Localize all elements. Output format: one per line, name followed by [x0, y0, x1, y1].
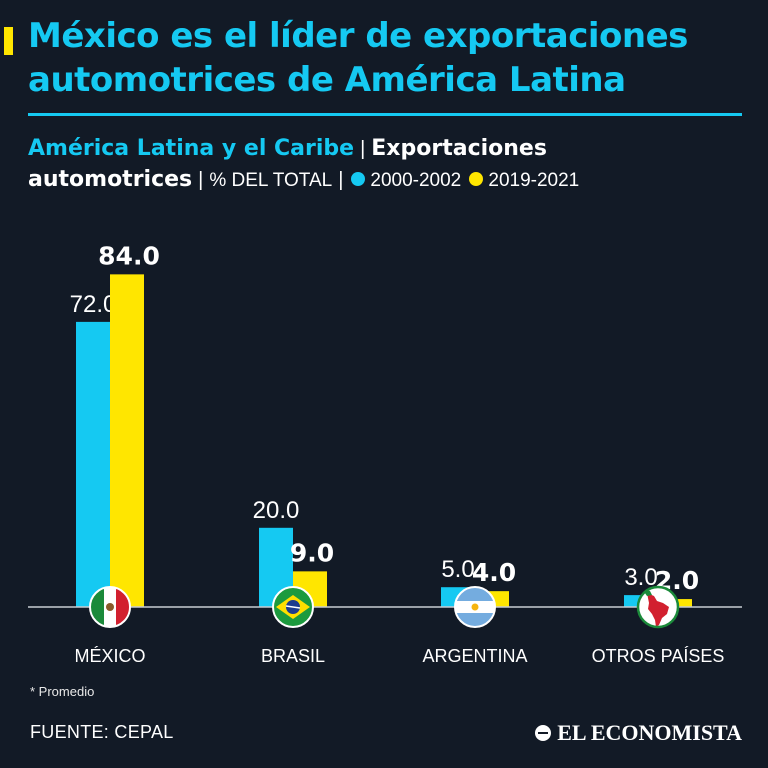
- data-label-brasil-2000-2002: 20.0: [253, 497, 300, 524]
- mexico-flag-icon: [89, 586, 131, 628]
- bar-mexico-2000-2002: [76, 321, 110, 607]
- data-label-brasil-2019-2021: 9.0: [290, 538, 334, 567]
- brazil-flag-icon: [272, 586, 314, 628]
- title-divider: [28, 113, 742, 116]
- chart-subtitle: América Latina y el Caribe | Exportaciones…: [28, 133, 748, 196]
- mexico-ring: [89, 586, 131, 628]
- category-label-mexico: MÉXICO: [74, 646, 145, 666]
- argentina-sun: [471, 603, 479, 611]
- data-label-mexico-2019-2021: 84.0: [98, 241, 160, 270]
- footnote: * Promedio: [30, 684, 95, 699]
- subtitle-region: América Latina y el Caribe: [28, 136, 355, 161]
- title-accent-bar: [4, 27, 13, 55]
- data-label-argentina-2000-2002: 5.0: [441, 556, 474, 583]
- category-label-argentina: ARGENTINA: [422, 646, 527, 666]
- subtitle-metric: Exportaciones automotrices: [28, 136, 547, 192]
- argentina-ring: [454, 586, 496, 628]
- page-title: México es el líder de exportaciones auto…: [28, 16, 688, 100]
- data-label-mexico-2000-2002: 72.0: [70, 291, 117, 318]
- legend-label-2000: 2000-2002: [370, 170, 462, 191]
- legend-label-2019: 2019-2021: [488, 170, 580, 191]
- brazil-ring: [272, 586, 314, 628]
- argentina-flag-icon: [454, 586, 496, 628]
- el-economista-logo-icon: [535, 725, 552, 741]
- legend-dot-2019: [469, 171, 484, 186]
- category-label-brasil: BRASIL: [261, 646, 325, 666]
- data-label-argentina-2019-2021: 4.0: [472, 558, 516, 587]
- subtitle-separator: |: [338, 169, 344, 191]
- map-south-america: [647, 593, 669, 627]
- source-credit: FUENTE: CEPAL: [30, 722, 174, 742]
- category-label-otros-paises: OTROS PAÍSES: [592, 646, 725, 666]
- mexico-emblem: [106, 603, 114, 611]
- brand-logo: EL ECONOMISTA: [535, 720, 742, 746]
- bar-mexico-2019-2021: [110, 274, 144, 607]
- subtitle-unit: % DEL TOTAL: [209, 170, 333, 191]
- brazil-band: [285, 605, 301, 609]
- subtitle-separator: |: [360, 138, 366, 160]
- map-ring: [636, 585, 680, 629]
- subtitle-separator: |: [198, 169, 204, 191]
- brand-name: EL ECONOMISTA: [557, 720, 742, 745]
- legend-dot-2000: [351, 171, 366, 186]
- brazil-flag-icon-fill: [273, 587, 313, 627]
- latin-america-map-icon: [636, 585, 680, 629]
